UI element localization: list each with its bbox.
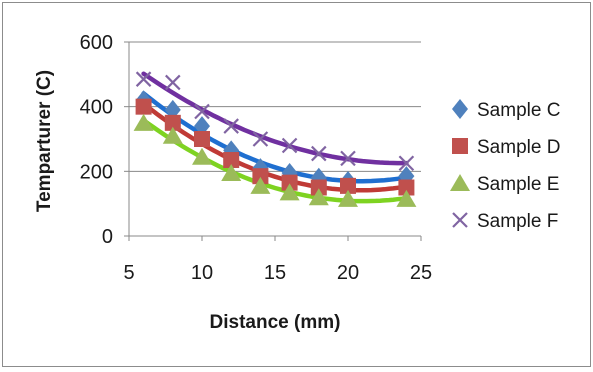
x-marker-stroke-b: [252, 131, 269, 147]
data-markers: [133, 71, 417, 207]
square-marker-shape: [281, 174, 298, 191]
data-point-sample-e-6: [308, 188, 329, 206]
triangle-marker-shape: [221, 163, 242, 181]
legend-label-sample-c: Sample C: [477, 100, 560, 121]
x-marker-stroke-b: [281, 137, 298, 154]
chart-frame: 0 200 400 600 5 10 15 20 25 Distance (mm) Tempar…: [2, 2, 591, 367]
data-point-sample-f-6: [311, 145, 327, 162]
triangle-marker-shape: [308, 188, 329, 206]
data-point-sample-f-4: [252, 131, 269, 147]
data-point-sample-e-0: [133, 113, 154, 131]
x-marker-stroke-b: [165, 74, 181, 91]
y-axis-title: Temparturer (C): [34, 70, 55, 212]
data-point-sample-e-1: [162, 126, 183, 144]
square-marker-shape: [310, 179, 327, 196]
trendline-sample-d: [141, 101, 409, 193]
data-point-sample-f-8: [398, 155, 415, 172]
legend-entry-sample-e: Sample E: [450, 174, 559, 195]
data-point-sample-e-5: [279, 183, 300, 201]
square-marker-shape: [223, 152, 240, 169]
x-marker-stroke-b: [194, 103, 210, 120]
legend-marker-sample-c: [452, 99, 468, 119]
x-tick-label-20: 20: [337, 262, 359, 284]
data-point-sample-d-7: [340, 177, 356, 194]
data-point-sample-f-3: [223, 118, 239, 134]
triangle-marker-shape: [396, 189, 417, 207]
data-point-sample-d-6: [310, 179, 327, 196]
legend: Sample C Sample D Sample E Sample F: [450, 99, 560, 232]
data-point-sample-e-2: [192, 147, 212, 165]
legend-marker-sample-d: [452, 138, 468, 154]
trendline-sample-c: [141, 91, 409, 184]
data-point-sample-f-7: [340, 150, 356, 167]
data-point-sample-d-3: [223, 152, 240, 169]
x-tick-label-25: 25: [410, 262, 432, 284]
legend-label-sample-e: Sample E: [477, 174, 559, 195]
diamond-marker-shape: [452, 99, 468, 119]
tick-labels: 0 200 400 600 5 10 15 20 25: [80, 32, 433, 284]
trendline-sample-f: [141, 71, 409, 166]
axes: [124, 41, 422, 241]
legend-entry-sample-f: Sample F: [452, 211, 558, 232]
y-tick-label-600: 600: [80, 32, 113, 54]
square-marker-shape: [340, 177, 356, 194]
legend-label-sample-f: Sample F: [477, 211, 558, 232]
legend-label-sample-d: Sample D: [477, 137, 560, 158]
data-point-sample-f-5: [281, 137, 298, 154]
square-marker-shape: [135, 98, 152, 115]
legend-marker-sample-e: [450, 174, 470, 191]
square-marker-shape: [164, 114, 181, 131]
y-tick-label-400: 400: [80, 97, 113, 119]
x-marker-stroke-b: [398, 155, 415, 172]
x-marker-stroke-b: [452, 212, 468, 228]
y-tick-label-0: 0: [102, 226, 113, 248]
data-point-sample-d-0: [135, 98, 152, 115]
data-point-sample-e-4: [250, 176, 271, 194]
y-tick-label-200: 200: [80, 161, 113, 183]
triangle-marker-shape: [162, 126, 183, 144]
chart: 0 200 400 600 5 10 15 20 25 Distance (mm) Tempar…: [34, 32, 560, 333]
x-marker-stroke-b: [135, 71, 152, 87]
data-point-sample-f-1: [165, 74, 181, 91]
triangle-marker-shape: [279, 183, 300, 201]
data-point-sample-e-8: [396, 189, 417, 207]
data-point-sample-d-4: [252, 168, 269, 185]
x-marker-stroke-b: [311, 145, 327, 162]
triangle-marker-shape: [338, 189, 358, 207]
triangle-marker-shape: [250, 176, 271, 194]
square-marker-shape: [452, 138, 468, 154]
trendlines: [141, 71, 409, 204]
square-marker-shape: [252, 168, 269, 185]
x-tick-label-10: 10: [191, 262, 213, 284]
x-marker-stroke-b: [223, 118, 239, 134]
triangle-marker-shape: [450, 174, 470, 191]
data-point-sample-e-3: [221, 163, 242, 181]
x-marker-stroke-b: [340, 150, 356, 167]
data-point-sample-d-5: [281, 174, 298, 191]
x-tick-label-5: 5: [123, 262, 134, 284]
data-point-sample-f-0: [135, 71, 152, 87]
data-point-sample-f-2: [194, 103, 210, 120]
data-point-sample-e-7: [338, 189, 358, 207]
data-point-sample-d-8: [398, 179, 415, 196]
legend-entry-sample-c: Sample C: [452, 99, 560, 121]
square-marker-shape: [194, 131, 210, 147]
data-point-sample-d-2: [194, 131, 210, 147]
triangle-marker-shape: [133, 113, 154, 131]
x-tick-label-15: 15: [264, 262, 286, 284]
triangle-marker-shape: [192, 147, 212, 165]
trendline-sample-e: [141, 117, 409, 204]
legend-entry-sample-d: Sample D: [452, 137, 560, 158]
legend-marker-sample-f: [452, 212, 468, 228]
data-point-sample-d-1: [164, 114, 181, 131]
square-marker-shape: [398, 179, 415, 196]
x-axis-title: Distance (mm): [210, 312, 341, 333]
